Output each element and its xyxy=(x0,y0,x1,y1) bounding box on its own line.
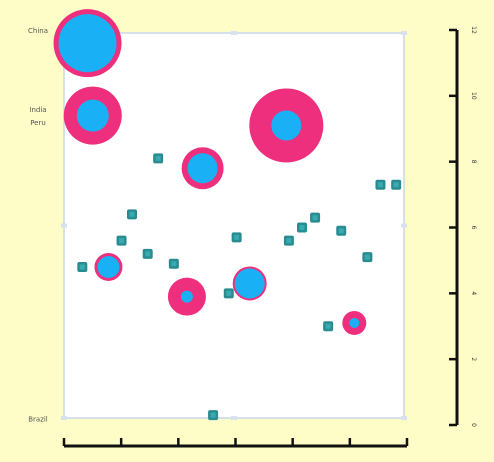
data-point-marker-core xyxy=(210,412,216,418)
y-tick-label: 6 xyxy=(470,226,477,230)
data-point-marker-core xyxy=(226,290,232,296)
data-point-marker-core xyxy=(79,264,85,270)
y-tick-label: 2 xyxy=(470,357,477,361)
bubble-core xyxy=(271,110,302,141)
frame-handle[interactable] xyxy=(401,416,407,420)
data-point-marker-core xyxy=(377,182,383,188)
data-point-marker-core xyxy=(234,234,240,240)
plot-area xyxy=(63,32,405,419)
y-tick-label: 10 xyxy=(470,92,477,100)
data-point-marker-core xyxy=(145,251,151,257)
frame-handle[interactable] xyxy=(401,31,407,35)
data-point-marker-core xyxy=(286,238,292,244)
frame-handle[interactable] xyxy=(61,416,67,420)
frame-handle[interactable] xyxy=(61,223,67,228)
data-point-marker-core xyxy=(364,254,370,260)
y-tick-label: 4 xyxy=(470,291,477,295)
y-tick-label: 8 xyxy=(470,160,477,164)
y-tick-label: 0 xyxy=(470,423,477,427)
bubble-core xyxy=(76,99,109,132)
data-point-marker-core xyxy=(171,261,177,267)
data-point-marker-core xyxy=(299,225,305,230)
frame-handle[interactable] xyxy=(401,223,407,228)
data-point-marker-core xyxy=(325,323,331,329)
category-label: China xyxy=(28,27,48,35)
category-label: India xyxy=(29,106,46,114)
frame-handle[interactable] xyxy=(231,31,237,35)
category-label: Brazil xyxy=(28,415,48,423)
data-point-marker-core xyxy=(129,211,135,217)
bubble-core xyxy=(58,14,117,73)
data-point-marker-core xyxy=(155,155,161,161)
bubble-core xyxy=(187,153,218,184)
bubble-core xyxy=(349,317,360,328)
bubble-core xyxy=(97,256,120,278)
frame-handle[interactable] xyxy=(231,416,237,420)
y-tick-label: 12 xyxy=(470,26,477,34)
data-point-marker-core xyxy=(312,215,318,221)
data-point-marker-core xyxy=(338,228,344,234)
bubble-core xyxy=(234,268,265,299)
data-point-marker-core xyxy=(119,238,125,244)
category-label: Peru xyxy=(30,119,46,127)
data-point-marker-core xyxy=(393,182,399,188)
bubble-core xyxy=(180,290,193,303)
